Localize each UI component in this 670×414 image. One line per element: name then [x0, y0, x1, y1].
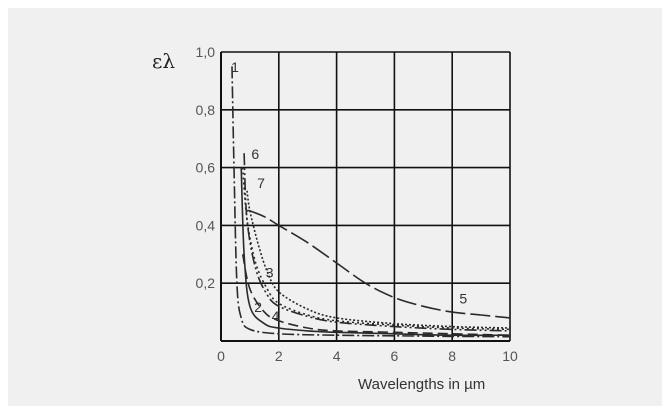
series-group	[231, 66, 511, 338]
curve-label-6: 6	[251, 146, 259, 162]
curve-label-3: 3	[266, 264, 274, 280]
x-axis-label: Wavelengths in µm	[358, 376, 485, 393]
series-line-7	[246, 190, 511, 329]
y-tick-label: 0,6	[196, 160, 216, 176]
curve-labels-group: 1 6 7 3 24 5	[231, 59, 467, 324]
series-line-3	[241, 167, 511, 331]
y-tick-label: 0,2	[196, 275, 216, 291]
y-tick-label: 0,4	[196, 217, 216, 233]
curve-label-4: 4	[272, 308, 280, 324]
y-tick-label: 1,0	[196, 44, 216, 60]
series-line-4	[241, 254, 511, 336]
series-line-5	[246, 209, 511, 319]
x-tick-label: 10	[502, 348, 518, 364]
x-tick-label: 6	[391, 348, 399, 364]
curve-label-2: 2	[254, 299, 262, 315]
y-axis-label: ελ	[152, 49, 175, 73]
series-line-1	[231, 66, 511, 338]
x-tick-label: 2	[275, 348, 283, 364]
x-tick-label: 0	[217, 348, 225, 364]
chart-panel	[8, 8, 662, 406]
series-line-2	[240, 167, 511, 337]
curve-label-7: 7	[257, 175, 265, 191]
curve-label-5: 5	[459, 290, 467, 306]
series-line-6	[243, 153, 511, 332]
tick-labels: 0 2 4 6 8 100,20,40,60,81,0	[196, 44, 518, 364]
x-tick-label: 4	[333, 348, 341, 364]
curve-label-1: 1	[231, 59, 239, 75]
grid	[220, 51, 511, 342]
x-tick-label: 8	[448, 348, 456, 364]
y-tick-label: 0,8	[196, 102, 216, 118]
